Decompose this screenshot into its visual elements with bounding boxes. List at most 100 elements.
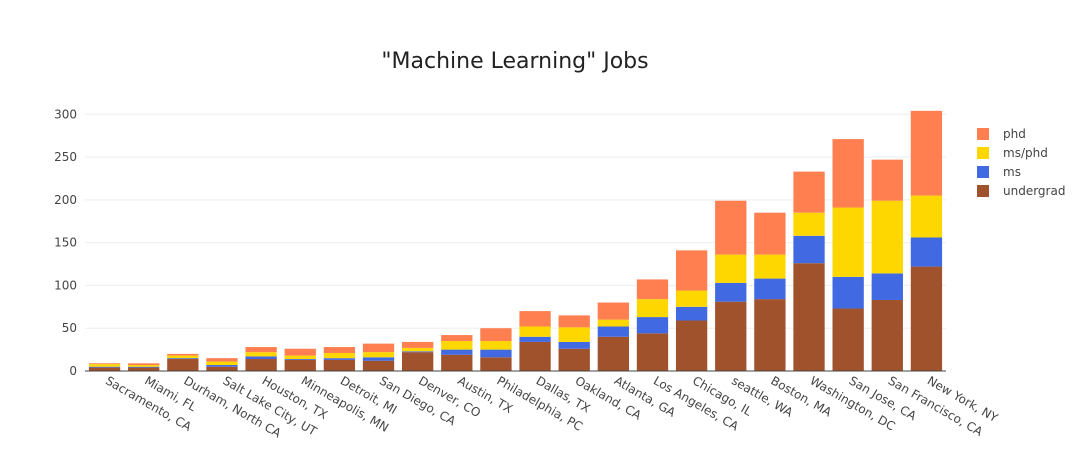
bar-ms (323, 358, 356, 360)
bar-undergrad (480, 357, 512, 371)
y-tick-label: 300 (54, 107, 77, 121)
bar-ms (402, 351, 434, 353)
bar-ms (597, 326, 629, 337)
bar-ms (910, 237, 943, 267)
y-tick-label: 150 (54, 236, 77, 250)
bar-phd (597, 302, 629, 320)
chart-title: "Machine Learning" Jobs (381, 49, 648, 74)
bar-ms-phd (284, 355, 316, 360)
bar-phd (362, 343, 395, 353)
bar-ms-phd (754, 254, 786, 279)
bar-undergrad (793, 263, 825, 371)
bar-undergrad (88, 367, 121, 371)
bar-ms (519, 336, 551, 342)
bar-ms-phd (793, 212, 825, 236)
bar-undergrad (323, 359, 356, 371)
bar-ms (167, 358, 199, 360)
bar-ms-phd (597, 319, 629, 327)
bar-phd (167, 353, 199, 356)
bar-undergrad (715, 301, 747, 371)
bar-ms-phd (362, 352, 395, 358)
bar-undergrad (128, 367, 160, 371)
bar-ms-phd (128, 365, 160, 367)
bar-undergrad (754, 299, 786, 371)
bar-ms (480, 349, 512, 358)
bar-ms-phd (245, 352, 277, 357)
bar-ms (754, 278, 786, 300)
bar-ms-phd (832, 207, 864, 277)
legend-swatch (977, 128, 989, 140)
bar-ms (558, 341, 590, 349)
bar-undergrad (167, 359, 199, 371)
bar-ms-phd (636, 299, 669, 318)
bar-ms-phd (871, 200, 903, 274)
bar-undergrad (441, 354, 473, 371)
legend-label: ms (1003, 165, 1021, 179)
bar-ms-phd (167, 355, 199, 359)
bar-ms-phd (441, 341, 473, 350)
bar-undergrad (558, 348, 590, 371)
bar-undergrad (284, 359, 316, 371)
bar-phd (871, 159, 903, 201)
bar-phd (715, 200, 747, 255)
bar-ms-phd (206, 361, 238, 366)
bar-undergrad (519, 341, 551, 371)
legend-label: ms/phd (1003, 146, 1048, 160)
bar-ms-phd (910, 195, 943, 238)
y-tick-label: 200 (54, 193, 77, 207)
bar-ms-phd (480, 341, 512, 350)
bar-phd (832, 139, 864, 208)
legend: phd ms/phd ms undergrad (977, 127, 1065, 198)
bar-phd (402, 341, 434, 348)
bar-ms-phd (519, 326, 551, 337)
bar-undergrad (636, 333, 669, 371)
bar-phd (323, 347, 356, 354)
bar-ms-phd (402, 347, 434, 352)
bar-phd (128, 363, 160, 366)
bar-phd (480, 328, 512, 342)
bar-phd (284, 348, 316, 356)
y-tick-label: 100 (54, 278, 77, 292)
bar-ms (284, 359, 316, 360)
bars (88, 110, 943, 371)
bar-phd (441, 335, 473, 342)
y-axis: 0 50 100 150 200 250 300 (54, 107, 77, 378)
bar-undergrad (675, 320, 708, 371)
bar-ms (88, 366, 121, 368)
bar-undergrad (402, 352, 434, 371)
bar-ms-phd (88, 364, 121, 367)
bar-undergrad (910, 266, 943, 371)
y-tick-label: 50 (62, 321, 77, 335)
bar-phd (675, 250, 708, 291)
bar-ms-phd (323, 353, 356, 359)
bar-undergrad (832, 308, 864, 371)
bar-phd (793, 171, 825, 213)
legend-swatch (977, 147, 989, 159)
bar-phd (754, 212, 786, 255)
legend-swatch (977, 166, 989, 178)
bar-ms-phd (675, 290, 708, 307)
bar-ms (206, 365, 238, 367)
legend-swatch (977, 185, 989, 197)
bar-ms-phd (715, 254, 747, 283)
bar-ms (675, 306, 708, 321)
bar-ms (715, 282, 747, 302)
bar-phd (636, 279, 669, 300)
bar-ms (871, 273, 903, 300)
bar-ms (128, 366, 160, 368)
y-tick-label: 0 (69, 364, 77, 378)
bar-undergrad (245, 359, 277, 371)
bar-undergrad (206, 366, 238, 371)
bar-ms-phd (558, 327, 590, 342)
legend-label: phd (1003, 127, 1026, 141)
bar-ms (793, 235, 825, 264)
bar-phd (206, 358, 238, 362)
bar-undergrad (597, 336, 629, 371)
bar-undergrad (871, 299, 903, 371)
bar-phd (88, 363, 121, 365)
bar-undergrad (362, 360, 395, 371)
bar-ms (362, 357, 395, 361)
bar-phd (558, 315, 590, 328)
bar-ms (832, 276, 864, 309)
